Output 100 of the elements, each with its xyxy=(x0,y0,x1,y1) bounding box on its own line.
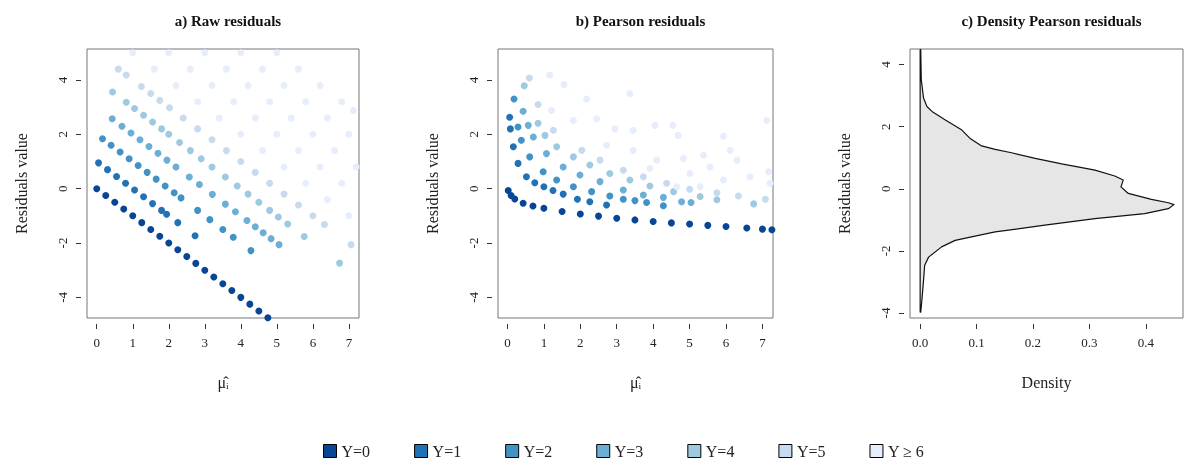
legend-label: Y=4 xyxy=(705,442,735,460)
legend-label: Y=0 xyxy=(341,442,371,460)
point xyxy=(266,206,274,214)
point xyxy=(639,191,647,199)
point xyxy=(726,146,734,154)
point xyxy=(266,179,274,187)
x-tick-label: 7 xyxy=(759,335,767,350)
point xyxy=(137,83,145,90)
point xyxy=(219,225,227,233)
point xyxy=(595,212,603,220)
point xyxy=(140,193,148,201)
point xyxy=(129,49,137,57)
point xyxy=(194,98,202,106)
point xyxy=(251,168,259,176)
point xyxy=(653,156,661,164)
point xyxy=(626,90,634,98)
y-tick-label: -4 xyxy=(466,291,481,303)
point xyxy=(506,113,514,121)
point xyxy=(147,90,155,98)
point xyxy=(519,199,527,207)
point xyxy=(746,173,754,181)
point xyxy=(540,183,548,191)
point xyxy=(719,132,727,140)
point xyxy=(247,247,255,255)
point xyxy=(663,179,671,187)
point xyxy=(147,225,155,233)
point xyxy=(336,259,344,267)
point xyxy=(750,200,758,208)
point xyxy=(606,192,614,200)
point xyxy=(99,135,106,143)
point xyxy=(231,208,239,216)
point xyxy=(722,222,730,230)
point xyxy=(161,182,169,190)
point xyxy=(619,186,627,194)
point xyxy=(670,188,678,196)
point xyxy=(613,214,621,222)
point xyxy=(134,162,142,170)
point xyxy=(156,232,164,240)
point xyxy=(719,176,727,184)
legend-label: Y=2 xyxy=(523,442,553,460)
point xyxy=(679,155,687,162)
point xyxy=(208,190,216,198)
point xyxy=(686,185,694,193)
point xyxy=(273,49,281,57)
point xyxy=(122,71,130,79)
point xyxy=(150,65,158,73)
y-axis-title: Residuals value xyxy=(423,133,441,234)
point xyxy=(229,233,237,241)
point xyxy=(531,179,539,187)
point xyxy=(302,98,310,106)
point xyxy=(300,232,308,240)
point xyxy=(768,226,776,234)
point xyxy=(222,147,230,155)
point xyxy=(674,131,682,139)
point xyxy=(646,182,654,190)
point xyxy=(166,104,173,112)
y-tick-label: 4 xyxy=(55,76,70,84)
point xyxy=(606,169,614,177)
point xyxy=(221,200,229,208)
point xyxy=(667,219,675,227)
point xyxy=(158,206,166,214)
point xyxy=(183,253,191,261)
y-axis-title: Residuals value xyxy=(12,133,30,234)
point xyxy=(111,198,119,206)
x-tick-label: 6 xyxy=(309,335,317,350)
chart-title: b) Pearson residuals xyxy=(575,12,706,30)
point xyxy=(766,179,774,187)
point xyxy=(593,115,601,123)
x-tick-label: 0 xyxy=(504,335,511,350)
point xyxy=(237,49,245,57)
point xyxy=(549,126,557,134)
point xyxy=(163,210,171,218)
point xyxy=(95,159,103,167)
point xyxy=(210,273,218,281)
point xyxy=(174,219,182,227)
point xyxy=(192,259,200,267)
point xyxy=(761,195,769,203)
point xyxy=(165,130,173,138)
point xyxy=(266,98,274,106)
y-tick-label: -2 xyxy=(55,237,70,249)
point xyxy=(280,81,288,89)
point xyxy=(525,74,533,82)
point xyxy=(156,96,164,104)
point xyxy=(546,71,554,79)
point xyxy=(179,114,187,122)
point xyxy=(158,125,166,133)
point xyxy=(678,198,686,206)
point xyxy=(251,223,259,231)
point xyxy=(506,125,514,133)
point xyxy=(576,210,584,218)
point xyxy=(619,166,627,174)
point xyxy=(331,147,338,155)
point xyxy=(125,155,133,163)
point xyxy=(208,81,216,89)
x-axis-title: μ̂ᵢ xyxy=(629,373,642,392)
point xyxy=(539,168,547,176)
y-tick-label: 4 xyxy=(878,60,893,68)
point xyxy=(208,136,216,144)
point xyxy=(588,188,596,196)
point xyxy=(558,207,566,215)
